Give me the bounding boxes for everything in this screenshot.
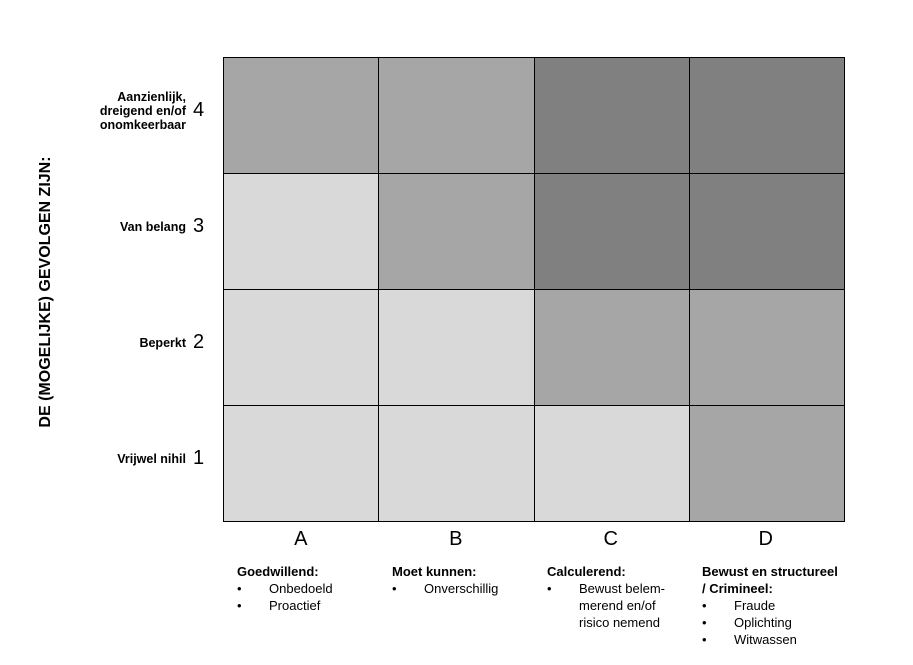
- cell-2A: [224, 290, 380, 406]
- column-description-C: Calculerend: Bewust belem-merend en/of ris…: [547, 563, 665, 631]
- row-label-line: Beperkt: [139, 336, 186, 350]
- cell-3A: [224, 174, 380, 290]
- bullet-item: Onbedoeld: [237, 580, 333, 597]
- bullet-text-line: risico nemend: [579, 615, 660, 630]
- row-label-line: Vrijwel nihil: [117, 452, 186, 466]
- row-label-line: onomkeerbaar: [99, 118, 186, 132]
- column-heading: / Crimineel:: [702, 581, 773, 596]
- column-heading: Bewust en structureel: [702, 564, 838, 579]
- column-letter-A: A: [294, 528, 308, 550]
- cell-1C: [534, 406, 690, 522]
- bullet-list: Onverschillig: [392, 580, 498, 597]
- bullet-text-line: merend en/of: [579, 598, 656, 613]
- bullet-text-line: Onverschillig: [424, 581, 499, 596]
- bullet-item: Proactief: [237, 597, 333, 614]
- column-heading: Calculerend:: [547, 564, 626, 579]
- y-axis-title: DE (MOGELIJKE) GEVOLGEN ZIJN:: [37, 156, 54, 428]
- bullet-text-line: Fraude: [734, 598, 776, 613]
- bullet-item: Witwassen: [702, 631, 838, 648]
- row-label-2: Beperkt: [60, 336, 186, 350]
- column-description-D: Bewust en structureel / Crimineel: Fraude O…: [702, 563, 838, 648]
- bullet-text-line: Bewust belem-: [579, 581, 665, 596]
- column-description-B: Moet kunnen: Onverschillig: [392, 563, 498, 597]
- cell-4B: [379, 58, 535, 174]
- bullet-list: Onbedoeld Proactief: [237, 580, 333, 614]
- cell-4D: [689, 58, 845, 174]
- row-number-2: 2: [193, 331, 205, 353]
- cell-3C: [534, 174, 690, 290]
- cell-3D: [689, 174, 845, 290]
- row-label-3: Van belang: [60, 220, 186, 234]
- bullet-list: Fraude Oplichting Witwassen: [702, 597, 838, 648]
- row-label-line: Aanzienlijk,: [117, 90, 186, 104]
- column-letter-D: D: [758, 528, 773, 550]
- column-heading: Moet kunnen:: [392, 564, 477, 579]
- row-label-1: Vrijwel nihil: [60, 452, 186, 466]
- bullet-text-line: Onbedoeld: [269, 581, 333, 596]
- bullet-list: Bewust belem-merend en/of risico nemend: [547, 580, 665, 631]
- cell-4C: [534, 58, 690, 174]
- bullet-text-line: Witwassen: [734, 632, 797, 647]
- bullet-item: Fraude: [702, 597, 838, 614]
- column-letter-B: B: [449, 528, 463, 550]
- cell-3B: [379, 174, 535, 290]
- row-label-line: Van belang: [120, 220, 186, 234]
- bullet-item: Onverschillig: [392, 580, 498, 597]
- column-letter-C: C: [603, 528, 618, 550]
- bullet-item: Oplichting: [702, 614, 838, 631]
- cell-2B: [379, 290, 535, 406]
- cell-1A: [224, 406, 380, 522]
- cell-2C: [534, 290, 690, 406]
- risk-matrix-grid: [223, 57, 845, 522]
- column-heading: Goedwillend:: [237, 564, 319, 579]
- row-number-4: 4: [193, 99, 205, 121]
- bullet-item: Bewust belem-merend en/of risico nemend: [547, 580, 665, 631]
- row-label-line: dreigend en/of: [99, 104, 186, 118]
- cell-1B: [379, 406, 535, 522]
- cell-1D: [689, 406, 845, 522]
- cell-4A: [224, 58, 380, 174]
- row-label-4: Aanzienlijk, dreigend en/of onomkeerbaar: [60, 90, 186, 132]
- row-number-1: 1: [193, 447, 205, 469]
- bullet-text-line: Proactief: [269, 598, 321, 613]
- row-number-3: 3: [193, 215, 205, 237]
- cell-2D: [689, 290, 845, 406]
- bullet-text-line: Oplichting: [734, 615, 792, 630]
- column-description-A: Goedwillend: Onbedoeld Proactief: [237, 563, 333, 614]
